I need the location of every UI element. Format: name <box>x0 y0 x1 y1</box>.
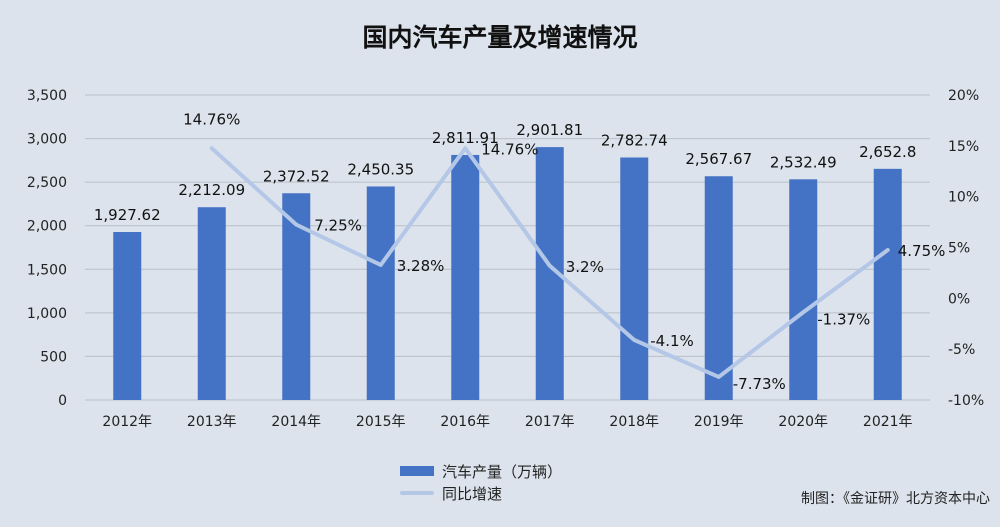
legend: 汽车产量（万辆） 同比增速 <box>400 460 562 504</box>
chart-title: 国内汽车产量及增速情况 <box>362 23 638 52</box>
bar-data-label: 2,567.67 <box>685 150 752 168</box>
series-line-growth <box>209 146 890 379</box>
x-tick-label: 2017年 <box>525 414 575 430</box>
line-data-label: 14.76% <box>481 140 538 158</box>
x-tick-label: 2014年 <box>271 414 321 430</box>
x-tick-label: 2015年 <box>356 414 406 430</box>
y-left-tick-label: 3,500 <box>27 88 67 104</box>
line-data-label: -4.1% <box>650 332 694 350</box>
x-tick-label: 2019年 <box>694 414 744 430</box>
y-right-tick-label: 10% <box>948 190 979 206</box>
line-data-label: 14.76% <box>183 110 240 128</box>
line-data-label: -1.37% <box>817 310 870 328</box>
bar <box>873 168 902 400</box>
bar-data-label: 2,652.8 <box>859 143 916 161</box>
legend-label-growth: 同比增速 <box>442 484 503 503</box>
bar-data-label: 2,532.49 <box>770 153 837 171</box>
line-data-label: 3.2% <box>566 258 604 276</box>
bar-data-label: 2,782.74 <box>601 132 668 150</box>
bar-data-label: 2,450.35 <box>347 160 414 178</box>
x-tick-label: 2016年 <box>440 414 490 430</box>
x-tick-label: 2020年 <box>778 414 828 430</box>
y-right-tick-label: 15% <box>948 139 979 155</box>
y-right-tick-label: 20% <box>948 88 979 104</box>
y-left-tick-label: 2,500 <box>27 175 67 191</box>
x-tick-label: 2021年 <box>863 414 913 430</box>
line-data-label: 3.28% <box>397 257 445 275</box>
bar <box>451 154 480 400</box>
y-right-tick-label: 0% <box>948 291 970 307</box>
bar <box>789 179 818 400</box>
legend-label-production: 汽车产量（万辆） <box>442 462 563 481</box>
y-right-tick-label: -5% <box>948 342 975 358</box>
y-right-tick-label: 5% <box>948 241 970 257</box>
legend-item-production: 汽车产量（万辆） <box>400 460 562 482</box>
x-tick-label: 2013年 <box>187 414 237 430</box>
bar-data-label: 1,927.62 <box>94 206 161 224</box>
bar <box>704 176 733 400</box>
y-left-tick-label: 1,000 <box>27 306 67 322</box>
y-left-tick-label: 2,000 <box>27 219 67 235</box>
y-left-tick-label: 0 <box>58 393 67 409</box>
legend-swatch-bar <box>400 466 434 476</box>
y-right-tick-label: -10% <box>948 393 984 409</box>
legend-swatch-line <box>400 491 434 495</box>
y-left-tick-label: 3,000 <box>27 132 67 148</box>
x-tick-label: 2018年 <box>609 414 659 430</box>
bar-data-label: 2,212.09 <box>178 181 245 199</box>
bar-data-label: 2,811.91 <box>432 129 499 147</box>
bar <box>366 186 395 400</box>
bar <box>197 207 226 400</box>
x-tick-label: 2012年 <box>102 414 152 430</box>
line-data-label: -7.73% <box>733 375 786 393</box>
legend-item-growth: 同比增速 <box>400 482 562 504</box>
source-credit: 制图：《金证研》北方资本中心 <box>801 491 990 507</box>
bar-data-label: 2,901.81 <box>516 121 583 139</box>
bar-data-label: 2,372.52 <box>263 167 330 185</box>
y-left-tick-label: 1,500 <box>27 262 67 278</box>
bar <box>620 157 649 400</box>
bar <box>113 232 142 400</box>
line-data-label: 7.25% <box>314 217 362 235</box>
line-data-label: 4.75% <box>898 242 946 260</box>
y-left-tick-label: 500 <box>40 349 67 365</box>
